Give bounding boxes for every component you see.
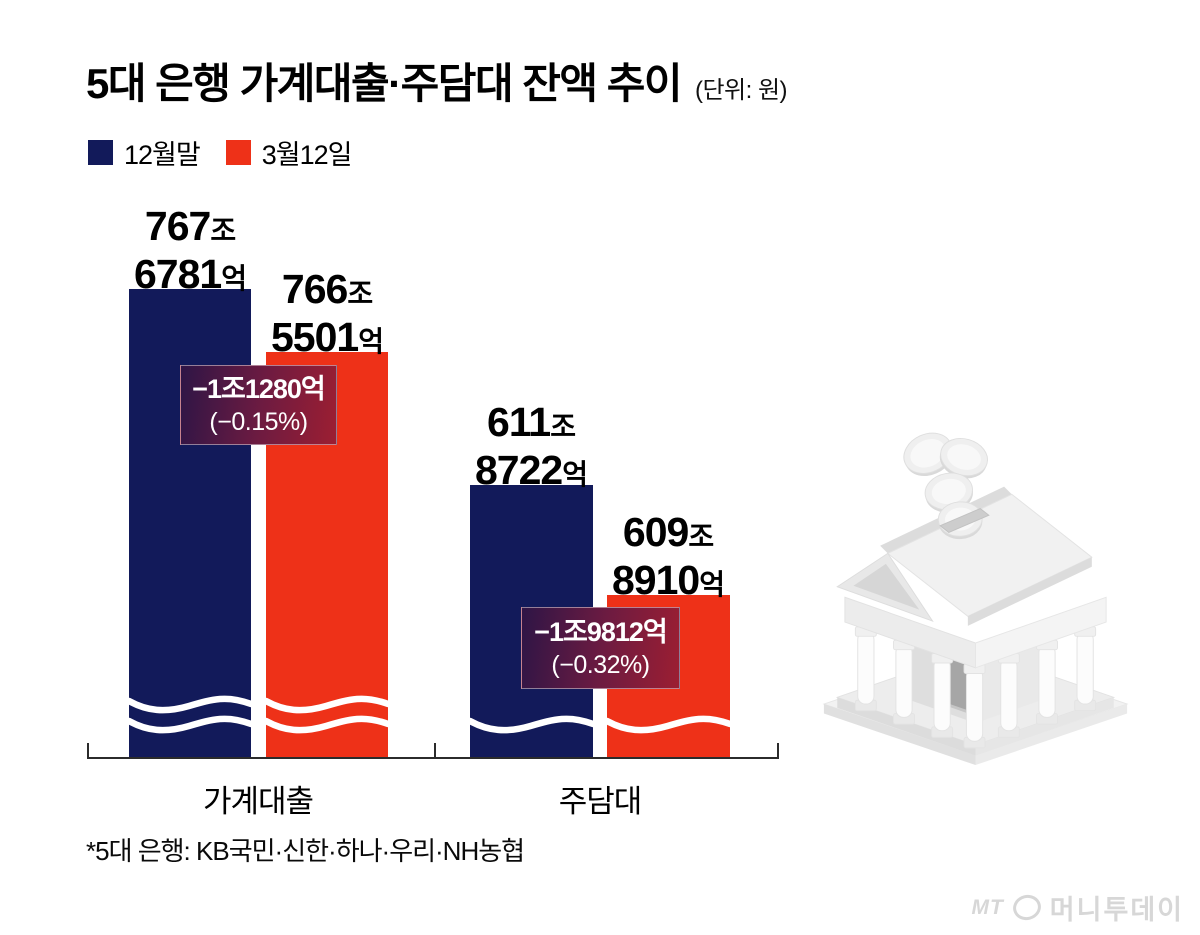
value-eok: 6781 — [134, 251, 222, 297]
change-amount: −1조1280억 — [192, 374, 326, 404]
value-eok-suffix: 억 — [221, 263, 247, 294]
axis-break-wave — [129, 693, 251, 715]
value-eok-suffix: 억 — [699, 569, 725, 600]
legend-swatch-red — [225, 140, 251, 165]
axis-break-wave — [266, 693, 388, 715]
value-jo-suffix: 조 — [210, 215, 236, 246]
footnote: *5대 은행: KB국민·신한·하나·우리·NH농협 — [86, 836, 525, 866]
x-axis-tick — [87, 743, 89, 759]
value-label-mortgage-december: 611조 8722억 — [421, 402, 641, 499]
bank-building-illustration — [822, 432, 1129, 766]
axis-break-wave — [470, 713, 593, 735]
bank-columns — [854, 626, 1097, 749]
logo-name-text: 머니투데이 — [1049, 895, 1184, 925]
value-eok: 8910 — [612, 557, 700, 603]
value-jo: 767 — [144, 203, 211, 249]
axis-break-wave — [129, 713, 251, 735]
change-percent: (−0.15%) — [209, 408, 308, 436]
value-jo: 766 — [281, 266, 348, 312]
legend-item-december: 12월말 — [88, 133, 201, 172]
moneytoday-logo: MT 머니투데이 — [971, 888, 1184, 927]
legend-item-march: 3월12일 — [225, 133, 353, 172]
change-badge-mortgage: −1조9812억 (−0.32%) — [521, 607, 680, 689]
axis-break-wave — [607, 713, 730, 735]
legend-label: 3월12일 — [261, 140, 353, 170]
legend-label: 12월말 — [124, 140, 201, 170]
axis-break-wave — [266, 713, 388, 735]
legend: 12월말 3월12일 — [88, 133, 353, 172]
page-title: 5대 은행 가계대출·주담대 잔액 추이 — [86, 60, 682, 107]
value-eok-suffix: 억 — [358, 326, 384, 357]
value-eok: 8722 — [475, 447, 563, 493]
value-jo: 609 — [622, 509, 689, 555]
category-label-household: 가계대출 — [202, 784, 314, 819]
unit-label: (단위: 원) — [694, 77, 788, 104]
value-jo-suffix: 조 — [550, 411, 576, 442]
value-eok: 5501 — [271, 314, 359, 360]
legend-swatch-navy — [88, 140, 113, 165]
change-percent: (−0.32%) — [551, 651, 650, 679]
value-eok-suffix: 억 — [562, 459, 588, 490]
x-axis-tick — [777, 743, 779, 759]
logo-mt-text: MT — [971, 895, 1004, 919]
header: 5대 은행 가계대출·주담대 잔액 추이 (단위: 원) — [86, 50, 788, 111]
value-jo-suffix: 조 — [347, 278, 373, 309]
change-badge-household: −1조1280억 (−0.15%) — [180, 365, 337, 445]
x-axis-line — [87, 757, 779, 759]
value-jo-suffix: 조 — [688, 521, 714, 552]
logo-coin-icon — [1010, 891, 1044, 924]
value-label-household-march: 766조 5501억 — [217, 269, 437, 366]
category-label-mortgage: 주담대 — [558, 784, 643, 819]
value-jo: 611 — [487, 399, 551, 445]
value-label-mortgage-march: 609조 8910억 — [558, 512, 778, 609]
x-axis-tick — [434, 743, 436, 759]
value-label-household-december: 767조 6781억 — [80, 206, 300, 303]
change-amount: −1조9812억 — [534, 617, 668, 647]
